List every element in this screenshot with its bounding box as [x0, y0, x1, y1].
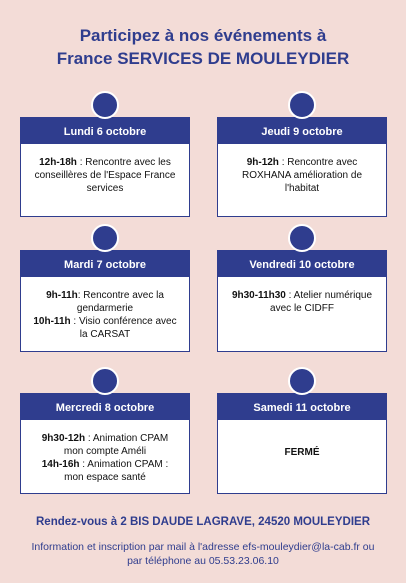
event-icon: [91, 224, 119, 252]
event-text: : Animation CPAM mon compte Améli: [63, 433, 169, 457]
title: France SERVICES DE MOULEYDIER: [56, 49, 350, 68]
title: Participez à nos événements à: [79, 26, 327, 45]
event-text: : Rencontre avec les conseillères de l'E…: [34, 157, 176, 194]
event-item: 9h-11h: Rencontre avec la gendarmerie: [31, 289, 179, 315]
event-card: Jeudi 9 octobre 9h-12h : Rencontre avec R…: [217, 117, 387, 217]
event-card: Mardi 7 octobre 9h-11h: Rencontre avec la…: [20, 250, 190, 352]
event-time: 9h-12h: [246, 157, 279, 168]
event-text: : Atelier numérique avec le CIDFF: [270, 290, 373, 314]
event-time: 10h-11h: [33, 316, 71, 327]
event-icon: [288, 224, 316, 252]
event-item: 9h-12h : Rencontre avec ROXHANA améliora…: [228, 156, 376, 195]
event-day: Vendredi 10 octobre: [218, 251, 386, 277]
event-time: 9h30-12h: [41, 433, 86, 444]
event-day: Jeudi 9 octobre: [218, 118, 386, 144]
event-card: Vendredi 10 octobre 9h30-11h30 : Atelier …: [217, 250, 387, 352]
event-day: Samedi 11 octobre: [218, 394, 386, 420]
event-card: Lundi 6 octobre 12h-18h : Rencontre avec …: [20, 117, 190, 217]
event-text: : Visio conférence avec la CARSAT: [70, 316, 177, 340]
event-day: Lundi 6 octobre: [21, 118, 189, 144]
event-body: 9h-11h: Rencontre avec la gendarmerie 10h…: [21, 277, 189, 341]
event-icon: [288, 367, 316, 395]
event-time: 9h30-11h30: [231, 290, 286, 301]
event-item: 9h30-12h : Animation CPAM mon compte Amé…: [31, 432, 179, 458]
event-card: Mercredi 8 octobre 9h30-12h : Animation C…: [20, 393, 190, 494]
event-time: 9h-11h: [46, 290, 78, 301]
info: Information et inscription par mail à l'…: [31, 541, 375, 567]
event-time: 12h-18h: [39, 157, 77, 168]
event-day: Mardi 7 octobre: [21, 251, 189, 277]
event-text: : Rencontre avec ROXHANA amélioration de…: [241, 157, 363, 194]
event-icon: [288, 91, 316, 119]
event-item: 12h-18h : Rencontre avec les conseillère…: [31, 156, 179, 195]
event-icon: [91, 367, 119, 395]
event-time: 14h-16h: [41, 459, 80, 470]
address: Rendez-vous à 2 BIS DAUDE LAGRAVE, 24520…: [36, 516, 370, 528]
event-item: 14h-16h : Animation CPAM : mon espace sa…: [31, 458, 179, 484]
event-day: Mercredi 8 octobre: [21, 394, 189, 420]
event-card: Samedi 11 octobre FERMÉ: [217, 393, 387, 494]
event-body: FERMÉ: [218, 420, 386, 459]
event-body: 9h30-12h : Animation CPAM mon compte Amé…: [21, 420, 189, 484]
event-body: 9h30-11h30 : Atelier numérique avec le C…: [218, 277, 386, 315]
event-item: 9h30-11h30 : Atelier numérique avec le C…: [228, 289, 376, 315]
event-body: 9h-12h : Rencontre avec ROXHANA améliora…: [218, 144, 386, 195]
event-body: 12h-18h : Rencontre avec les conseillère…: [21, 144, 189, 195]
event-text: : Animation CPAM : mon espace santé: [64, 459, 169, 483]
event-item: FERMÉ: [228, 446, 376, 459]
event-text: : Rencontre avec la gendarmerie: [76, 290, 164, 314]
event-item: 10h-11h : Visio conférence avec la CARSA…: [31, 315, 179, 341]
event-icon: [91, 91, 119, 119]
event-time: FERMÉ: [284, 447, 320, 458]
